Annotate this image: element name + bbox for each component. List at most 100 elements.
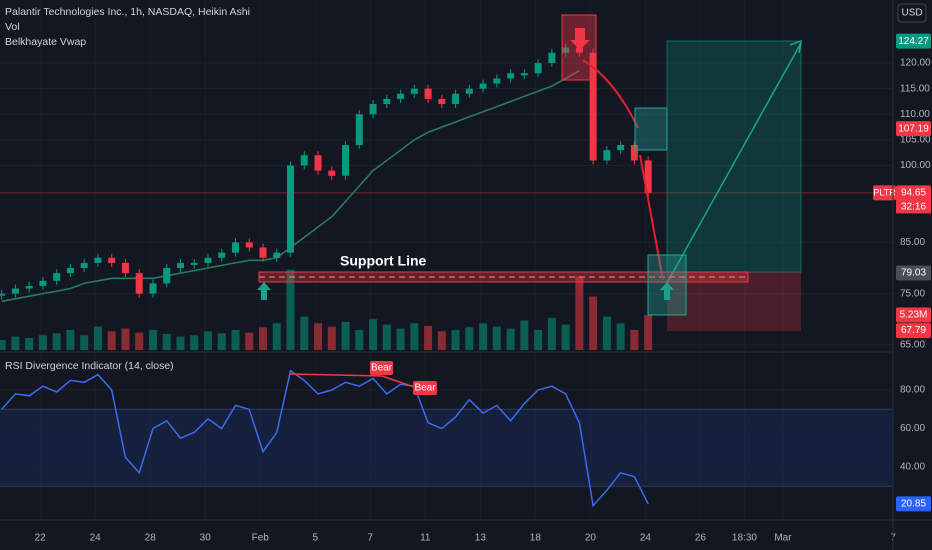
legend-entry: Palantir Technologies Inc., 1h, NASDAQ, … [5,6,250,18]
drawings: Support Line [257,14,802,331]
volume-bar [465,327,474,350]
volume-bar [341,321,350,350]
volume-bar [176,336,185,350]
candle-body [383,98,391,105]
volume-bar [93,326,102,350]
price-badge [896,265,931,281]
volume-bar [492,326,501,350]
divergence-line [289,373,383,377]
volume-bar [135,332,144,350]
candle-body [80,262,88,269]
volume-bar [300,316,309,350]
volume-bar [644,315,653,350]
volume-bar [162,333,171,350]
volume-bar [437,331,446,350]
volume-bar [259,327,268,350]
volume-bar [506,328,515,350]
candle-body [163,268,171,284]
candle-body [507,73,515,79]
y-tick-label: 75.00 [900,288,925,299]
y-tick-label: 105.00 [900,135,931,146]
candle-body [231,242,239,253]
candle-body [259,247,267,258]
x-tick-label: 28 [145,533,157,544]
candle-body [218,252,226,258]
down-curve [582,59,639,129]
volume-bar [589,296,598,350]
volume-bar [80,335,89,350]
currency[interactable]: USD [901,8,922,19]
volume-bar [616,323,625,350]
volume-bar [575,276,584,350]
candle-body [575,47,583,53]
target-arrow [666,42,802,284]
y-tick-label: 40.00 [900,462,925,473]
candle-body [548,52,556,64]
x-tick-label: 22 [35,533,47,544]
rsi-line [1,369,649,508]
candle-body [589,52,597,161]
profit-zone [666,40,802,273]
candle-body [355,114,363,146]
price-badge [896,121,931,137]
bear-label: Bear [414,383,436,394]
candle-body [630,145,638,161]
candle-body [465,88,473,94]
rsi-badge-label: 20.85 [901,499,926,510]
y-tick-label: 100.00 [900,160,931,171]
x-tick-label: 18:30 [732,533,757,544]
volume-bar [11,336,20,350]
price-badge [896,185,931,201]
candle-body [342,145,350,176]
volume-bar [382,324,391,350]
volume-bar [38,335,47,350]
price-badge-label: 67.79 [901,325,926,336]
candle-body [493,78,501,84]
candle-body [452,93,460,105]
volume-bar [25,337,34,350]
candle-body [520,73,528,76]
x-tick-label: 20 [585,533,597,544]
x-tick-label: 30 [200,533,212,544]
zone-box [634,107,668,151]
volume-bar [0,339,6,350]
x-tick-label: 7 [368,533,374,544]
candle-body [25,285,33,289]
y-tick-label: 85.00 [900,237,925,248]
candle-body [0,293,6,296]
candle-body [328,170,336,176]
x-tick-label: 5 [312,533,318,544]
bear-label: Bear [371,363,393,374]
ticker-badge [873,185,896,201]
y-tick-label: 120.00 [900,58,931,69]
volume-bar [121,328,130,350]
volume-bar [148,329,157,350]
bear-tag [413,381,437,395]
x-tick-label: Feb [252,533,270,544]
rsi-title: RSI Divergence Indicator (14, close) [5,360,174,372]
candle-body [204,257,212,263]
volume-badge [896,307,931,323]
volume-bar [451,329,460,350]
volume-bar [602,316,611,350]
bear-tag [370,361,393,375]
candle-body [534,63,542,74]
y-tick-label: 110.00 [900,109,930,120]
candle-body [424,88,432,99]
candle-body [314,155,322,171]
candle-body [11,288,19,294]
candle-body [149,283,157,294]
y-tick-label: 65.00 [900,340,925,351]
support-label: Support Line [340,253,427,269]
volume-bar [272,323,281,350]
rsi-badge [896,496,931,512]
countdown-badge [896,200,931,214]
volume-bar [286,269,295,350]
candle-body [369,104,377,115]
ticker: PLTR [873,187,896,197]
currency-button[interactable] [897,3,927,23]
candle-body [438,98,446,105]
volume-bar [190,335,199,350]
candle-body [53,273,61,281]
